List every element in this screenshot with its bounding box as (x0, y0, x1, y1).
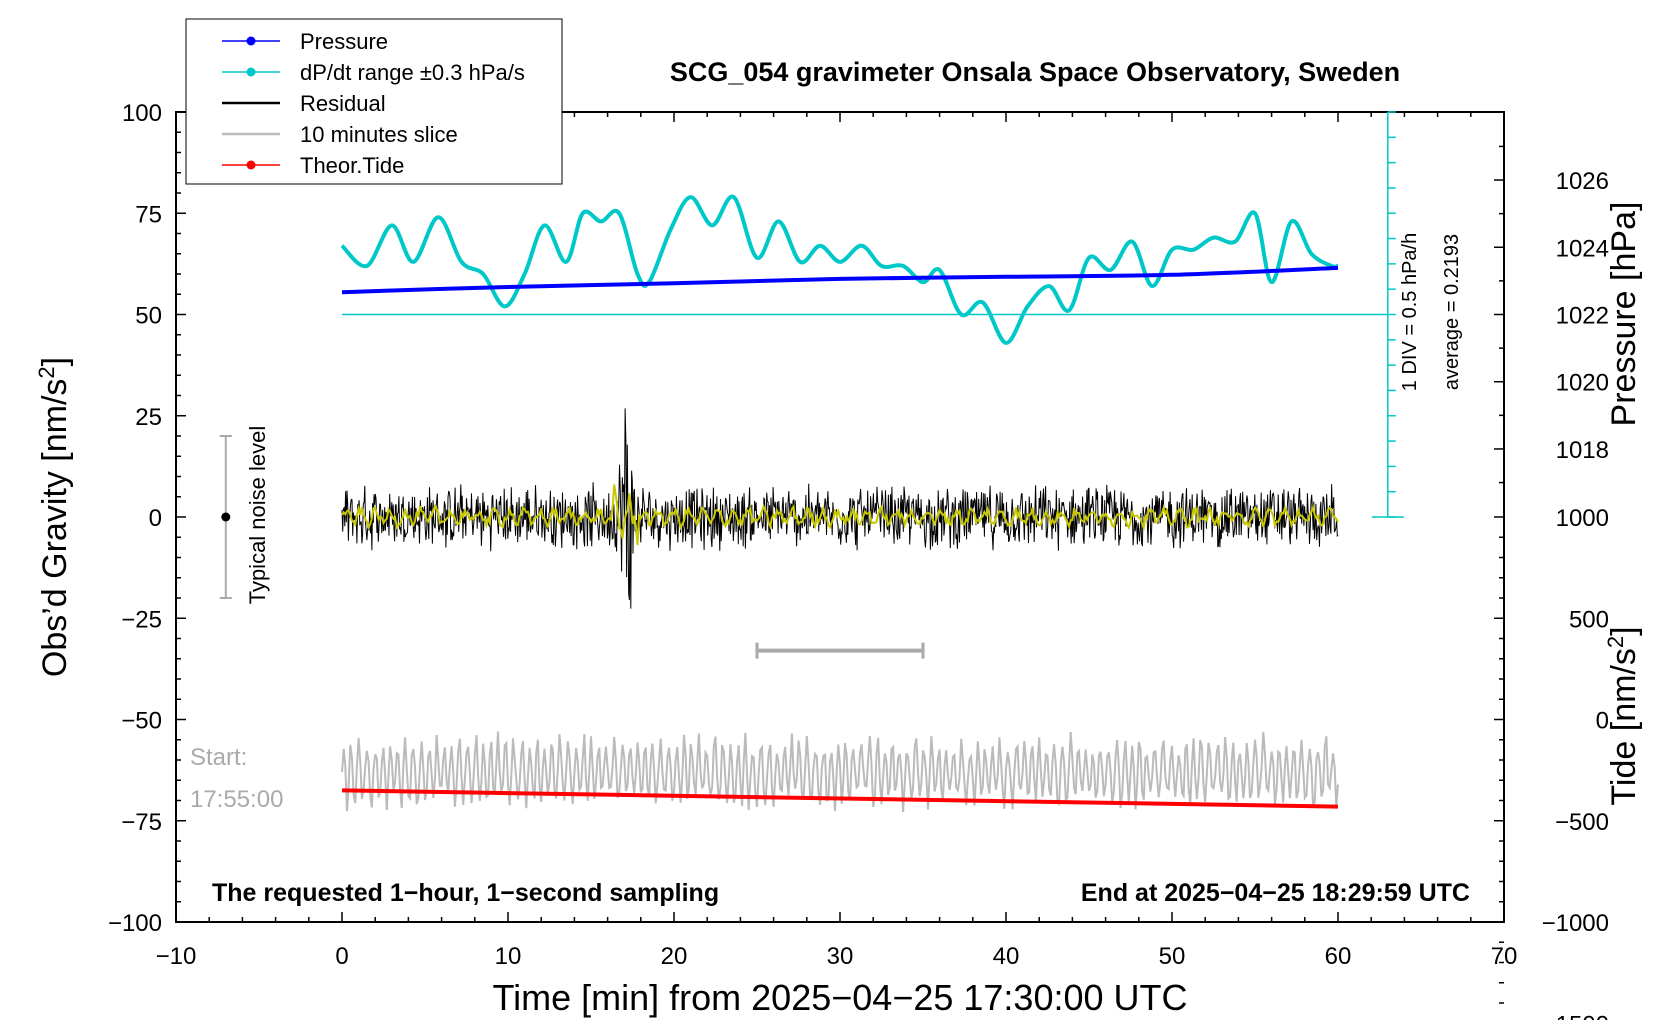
pressure-rate-scale (1371, 111, 1404, 518)
y-tick-label: −75 (121, 809, 162, 836)
x-tick-label: 70 (1491, 943, 1518, 970)
series-pressure (341, 265, 1339, 295)
x-axis-label: Time [min] from 2025−04−25 17:30:00 UTC (492, 977, 1187, 1018)
y-tick-label: −100 (108, 910, 162, 937)
dpdt-line (340, 194, 1339, 345)
start-time-label: 17:55:00 (190, 786, 283, 813)
x-tick-label: 30 (827, 943, 854, 970)
tide-line (341, 788, 1339, 809)
residual-line (341, 408, 1339, 609)
tide-tick-label: −1000 (1542, 910, 1609, 937)
y-tick-label: −25 (121, 606, 162, 633)
start-label: Start: (190, 744, 247, 771)
pressure-tick-label: 1024 (1556, 235, 1609, 262)
tide-tick-label: 0 (1596, 708, 1609, 735)
residual-smoothed-line (341, 484, 1339, 546)
chart-title: SCG_054 gravimeter Onsala Space Observat… (670, 57, 1400, 87)
series-residual (341, 408, 1339, 609)
legend-label: Residual (300, 91, 386, 116)
pressure-tick-label: 1020 (1556, 370, 1609, 397)
y-tick-label: 100 (122, 100, 162, 127)
series-10-minutes-slice (341, 731, 1339, 813)
noise-level-label: Typical noise level (245, 426, 270, 605)
tide-tick-label: −1500 (1542, 1011, 1609, 1020)
tide-tick-label: 500 (1569, 606, 1609, 633)
x-tick-label: −10 (156, 943, 197, 970)
annotations (219, 435, 925, 659)
y-axis-label-tide: Tide [nm/s2] (1603, 626, 1643, 805)
legend-label: Theor.Tide (300, 153, 404, 178)
pressure-tick-label: 1022 (1556, 303, 1609, 330)
legend-box (185, 18, 563, 185)
legend: Pressure dP/dt range ±0.3 hPa/s Residual 10… (185, 18, 563, 185)
y-axis-label-pressure: Pressure [hPa] (1605, 202, 1643, 427)
x-tick-label: 0 (335, 943, 348, 970)
pressure-tick-label: 1026 (1556, 168, 1609, 195)
rate-scale-label: 1 DIV = 0.5 hPa/h (1399, 233, 1421, 391)
noise-bar-center-dot (221, 512, 231, 522)
x-tick-label: 10 (495, 943, 522, 970)
pressure-line (341, 265, 1339, 295)
pressure-tick-labels: 1026 1024 1022 1020 1018 (1556, 168, 1609, 464)
y-axis-label-left: Obs’d Gravity [nm/s2] (34, 357, 74, 677)
slice-line (341, 731, 1339, 813)
x-tick-label: 50 (1159, 943, 1186, 970)
tide-tick-labels: 1000 500 0 −500 −1000 −1500 (1542, 505, 1609, 1020)
series-residual-smoothed (341, 484, 1339, 546)
y-tick-labels: 100 75 50 25 0 −25 −50 −75 −100 (108, 100, 162, 937)
series-theor-tide (341, 788, 1339, 809)
x-tick-labels: −10 0 10 20 30 40 50 60 70 (156, 943, 1518, 970)
y-tick-label: 0 (149, 505, 162, 532)
legend-marker (246, 67, 256, 77)
legend-label: 10 minutes slice (300, 122, 458, 147)
x-tick-label: 20 (661, 943, 688, 970)
pressure-tick-label: 1018 (1556, 437, 1609, 464)
x-tick-label: 60 (1325, 943, 1352, 970)
legend-label: dP/dt range ±0.3 hPa/s (300, 60, 525, 85)
average-label: average = 0.2193 (1441, 234, 1463, 390)
x-tick-label: 40 (993, 943, 1020, 970)
annotation-sampling: The requested 1−hour, 1−second sampling (212, 879, 719, 907)
tide-tick-label: −500 (1555, 809, 1609, 836)
y-tick-label: 75 (135, 201, 162, 228)
series-dpdt (340, 194, 1339, 345)
legend-label: Pressure (300, 29, 388, 54)
legend-marker (246, 36, 256, 46)
legend-marker (246, 160, 256, 170)
y-tick-label: −50 (121, 708, 162, 735)
tide-tick-label: 1000 (1556, 505, 1609, 532)
y-tick-label: 25 (135, 404, 162, 431)
annotation-end-time: End at 2025−04−25 18:29:59 UTC (1081, 879, 1470, 907)
y-tick-label: 50 (135, 303, 162, 330)
